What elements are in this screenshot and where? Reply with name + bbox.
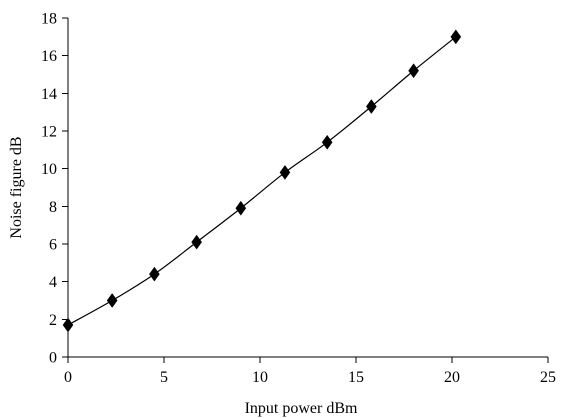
axes [67, 18, 548, 358]
y-tick-label: 4 [49, 274, 57, 291]
y-tick-label: 10 [41, 161, 57, 178]
series-group [62, 29, 462, 333]
y-tick-label: 2 [49, 312, 57, 329]
y-axis-title: Noise figure dB [8, 136, 25, 238]
y-tick-label: 18 [41, 11, 57, 28]
x-axis-title: Input power dBm [245, 400, 358, 417]
data-point-marker [279, 165, 291, 180]
y-tick-label: 14 [41, 86, 57, 103]
data-point-marker [450, 29, 462, 45]
data-point-marker [408, 63, 419, 79]
y-tick-label: 12 [41, 124, 57, 141]
y-tick-label: 16 [41, 48, 57, 65]
x-tick-label: 0 [64, 369, 72, 386]
data-point-marker [191, 234, 202, 250]
data-point-marker [321, 134, 333, 150]
data-point-marker [235, 200, 247, 216]
y-tick-label: 0 [49, 350, 57, 367]
data-point-marker [106, 293, 118, 308]
x-tick-label: 15 [348, 369, 364, 386]
series-line [67, 36, 457, 326]
data-point-marker [149, 266, 160, 282]
x-tick-label: 10 [252, 369, 268, 386]
x-tick-label: 25 [540, 369, 556, 386]
y-tick-label: 8 [49, 199, 57, 216]
x-axis-ticks: 0 5 10 15 20 25 [64, 357, 556, 386]
data-point-marker [366, 99, 377, 114]
y-tick-label: 6 [49, 237, 57, 254]
y-axis-ticks: 0 2 4 6 8 10 12 14 16 18 [41, 11, 68, 367]
x-tick-label: 5 [160, 369, 168, 386]
x-tick-label: 20 [444, 369, 460, 386]
data-point-marker [62, 317, 74, 333]
